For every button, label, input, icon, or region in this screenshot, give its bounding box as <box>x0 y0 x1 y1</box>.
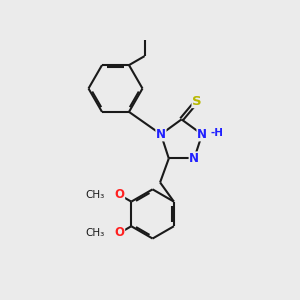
Text: N: N <box>189 152 199 165</box>
Text: -H: -H <box>210 128 224 138</box>
Text: CH₃: CH₃ <box>85 190 105 200</box>
Text: O: O <box>115 188 124 201</box>
Text: O: O <box>115 226 124 239</box>
Text: N: N <box>156 128 166 141</box>
Text: N: N <box>197 128 207 141</box>
Text: S: S <box>192 94 202 107</box>
Text: CH₃: CH₃ <box>85 228 105 238</box>
